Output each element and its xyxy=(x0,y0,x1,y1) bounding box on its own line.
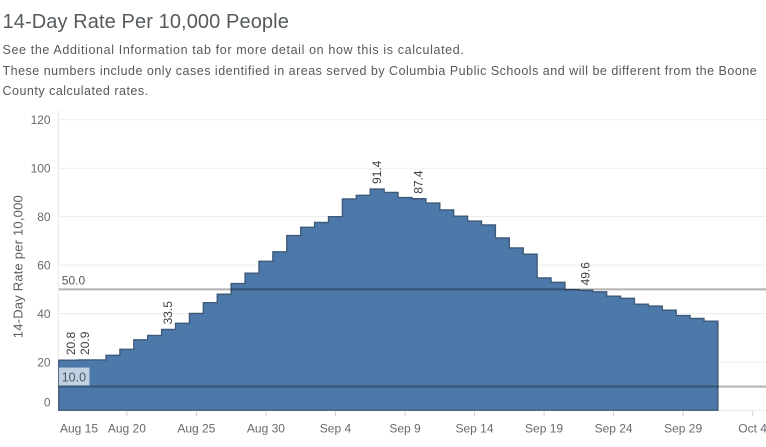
svg-text:14-Day Rate per 10,000: 14-Day Rate per 10,000 xyxy=(11,195,26,338)
svg-text:20.8: 20.8 xyxy=(64,331,78,355)
svg-text:20: 20 xyxy=(37,355,51,369)
svg-text:Sep 29: Sep 29 xyxy=(664,422,702,436)
svg-text:87.4: 87.4 xyxy=(412,170,426,194)
svg-text:Oct 4: Oct 4 xyxy=(738,422,766,436)
svg-text:Sep 9: Sep 9 xyxy=(389,422,421,436)
svg-text:Aug 15: Aug 15 xyxy=(60,422,98,436)
svg-text:Sep 24: Sep 24 xyxy=(595,422,633,436)
svg-text:120: 120 xyxy=(31,113,51,127)
svg-text:Aug 25: Aug 25 xyxy=(177,422,215,436)
svg-text:49.6: 49.6 xyxy=(578,262,592,286)
svg-text:33.5: 33.5 xyxy=(161,301,175,325)
svg-text:0: 0 xyxy=(44,396,51,410)
svg-text:Aug 20: Aug 20 xyxy=(108,422,146,436)
svg-text:91.4: 91.4 xyxy=(370,160,384,184)
svg-text:80: 80 xyxy=(37,210,51,224)
svg-text:60: 60 xyxy=(37,259,51,273)
svg-text:Sep 14: Sep 14 xyxy=(456,422,494,436)
svg-text:50.0: 50.0 xyxy=(62,274,86,288)
svg-text:40: 40 xyxy=(37,307,51,321)
svg-text:20.9: 20.9 xyxy=(78,331,92,355)
svg-text:Aug 30: Aug 30 xyxy=(247,422,285,436)
svg-text:100: 100 xyxy=(31,162,51,176)
svg-text:Sep 19: Sep 19 xyxy=(525,422,563,436)
svg-text:10.0: 10.0 xyxy=(62,371,86,385)
svg-text:Sep 4: Sep 4 xyxy=(320,422,352,436)
